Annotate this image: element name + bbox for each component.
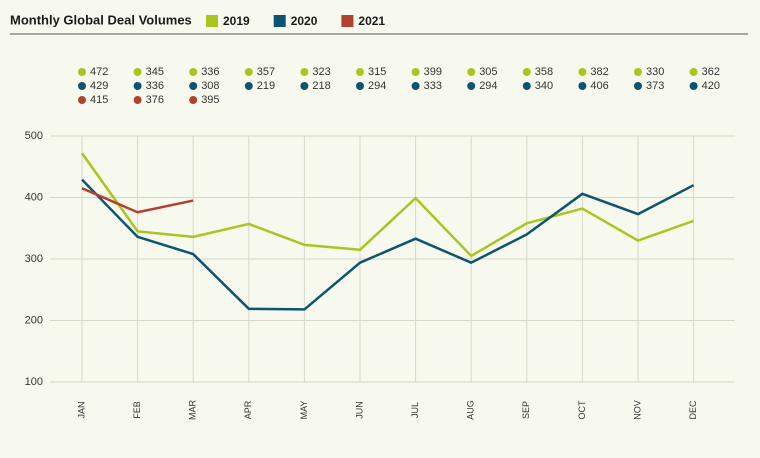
label-dot bbox=[300, 68, 309, 76]
data-label: 305 bbox=[479, 66, 497, 78]
data-label: 219 bbox=[257, 80, 275, 92]
data-label: 472 bbox=[90, 66, 108, 78]
data-label: 336 bbox=[201, 66, 219, 78]
label-dot bbox=[411, 68, 420, 76]
y-tick-label: 300 bbox=[25, 253, 43, 265]
legend-swatch bbox=[341, 15, 354, 27]
data-label: 345 bbox=[146, 66, 164, 78]
legend-swatch bbox=[273, 15, 286, 27]
label-dot bbox=[356, 82, 364, 90]
x-tick-label: AUG bbox=[466, 400, 476, 420]
data-label: 330 bbox=[646, 66, 664, 78]
x-tick-label: DEC bbox=[688, 400, 698, 420]
label-dot bbox=[189, 82, 198, 90]
data-label: 382 bbox=[590, 66, 608, 78]
label-dot bbox=[467, 68, 476, 76]
data-label: 315 bbox=[368, 66, 386, 78]
data-label: 358 bbox=[535, 66, 553, 78]
data-label: 308 bbox=[201, 80, 219, 92]
label-dot bbox=[634, 82, 642, 90]
label-dot bbox=[244, 68, 253, 76]
x-tick-label: NOV bbox=[632, 400, 642, 420]
x-tick-label: OCT bbox=[577, 400, 587, 420]
label-dot bbox=[411, 82, 420, 90]
y-tick-label: 400 bbox=[25, 191, 43, 203]
legend-swatch bbox=[206, 15, 218, 27]
x-tick-label: JUL bbox=[410, 402, 420, 418]
x-tick-label: JUN bbox=[354, 401, 364, 419]
label-dot bbox=[78, 96, 86, 104]
series-line bbox=[81, 178, 695, 311]
data-label: 406 bbox=[590, 80, 608, 92]
x-tick-label: APR bbox=[243, 400, 253, 419]
label-dot bbox=[634, 68, 642, 76]
data-label: 357 bbox=[257, 66, 275, 78]
label-dot bbox=[189, 68, 198, 76]
data-label: 376 bbox=[146, 94, 164, 106]
x-tick-label: SEP bbox=[521, 401, 531, 419]
data-label: 373 bbox=[646, 80, 664, 92]
data-label: 294 bbox=[368, 80, 386, 92]
label-dot bbox=[689, 82, 698, 90]
data-label: 340 bbox=[535, 80, 553, 92]
label-dot bbox=[78, 68, 86, 76]
label-dot bbox=[356, 68, 364, 76]
data-label: 294 bbox=[479, 80, 497, 92]
label-dot bbox=[133, 96, 142, 104]
series-line bbox=[80, 152, 695, 258]
label-dot bbox=[300, 82, 309, 90]
label-dot bbox=[244, 82, 253, 90]
legend-label: 2019 bbox=[223, 14, 250, 28]
label-dot bbox=[78, 82, 86, 90]
data-label: 395 bbox=[201, 94, 219, 106]
data-label: 362 bbox=[702, 66, 720, 78]
data-label: 429 bbox=[90, 80, 108, 92]
y-tick-label: 500 bbox=[25, 130, 43, 142]
x-tick-label: MAR bbox=[188, 400, 198, 421]
label-dot bbox=[133, 82, 142, 90]
y-tick-label: 100 bbox=[25, 376, 43, 388]
chart-title: Monthly Global Deal Volumes bbox=[10, 12, 192, 27]
series-line bbox=[81, 187, 194, 214]
label-dot bbox=[133, 68, 142, 76]
data-label: 218 bbox=[312, 80, 330, 92]
data-label: 323 bbox=[312, 66, 330, 78]
data-label: 420 bbox=[702, 80, 720, 92]
legend-label: 2021 bbox=[358, 14, 385, 28]
label-dot bbox=[689, 68, 698, 76]
data-label: 336 bbox=[146, 80, 164, 92]
x-tick-label: MAY bbox=[299, 401, 309, 420]
label-dot bbox=[522, 82, 531, 90]
label-dot bbox=[578, 68, 587, 76]
label-dot bbox=[467, 82, 476, 90]
data-label: 415 bbox=[90, 94, 108, 106]
label-dot bbox=[578, 82, 587, 90]
legend-label: 2020 bbox=[291, 14, 318, 28]
x-tick-label: JAN bbox=[76, 401, 86, 418]
data-label: 399 bbox=[424, 66, 442, 78]
data-label: 333 bbox=[424, 80, 442, 92]
x-tick-label: FEB bbox=[132, 401, 142, 419]
y-tick-label: 200 bbox=[25, 314, 43, 326]
label-dot bbox=[189, 96, 198, 104]
label-dot bbox=[522, 68, 531, 76]
